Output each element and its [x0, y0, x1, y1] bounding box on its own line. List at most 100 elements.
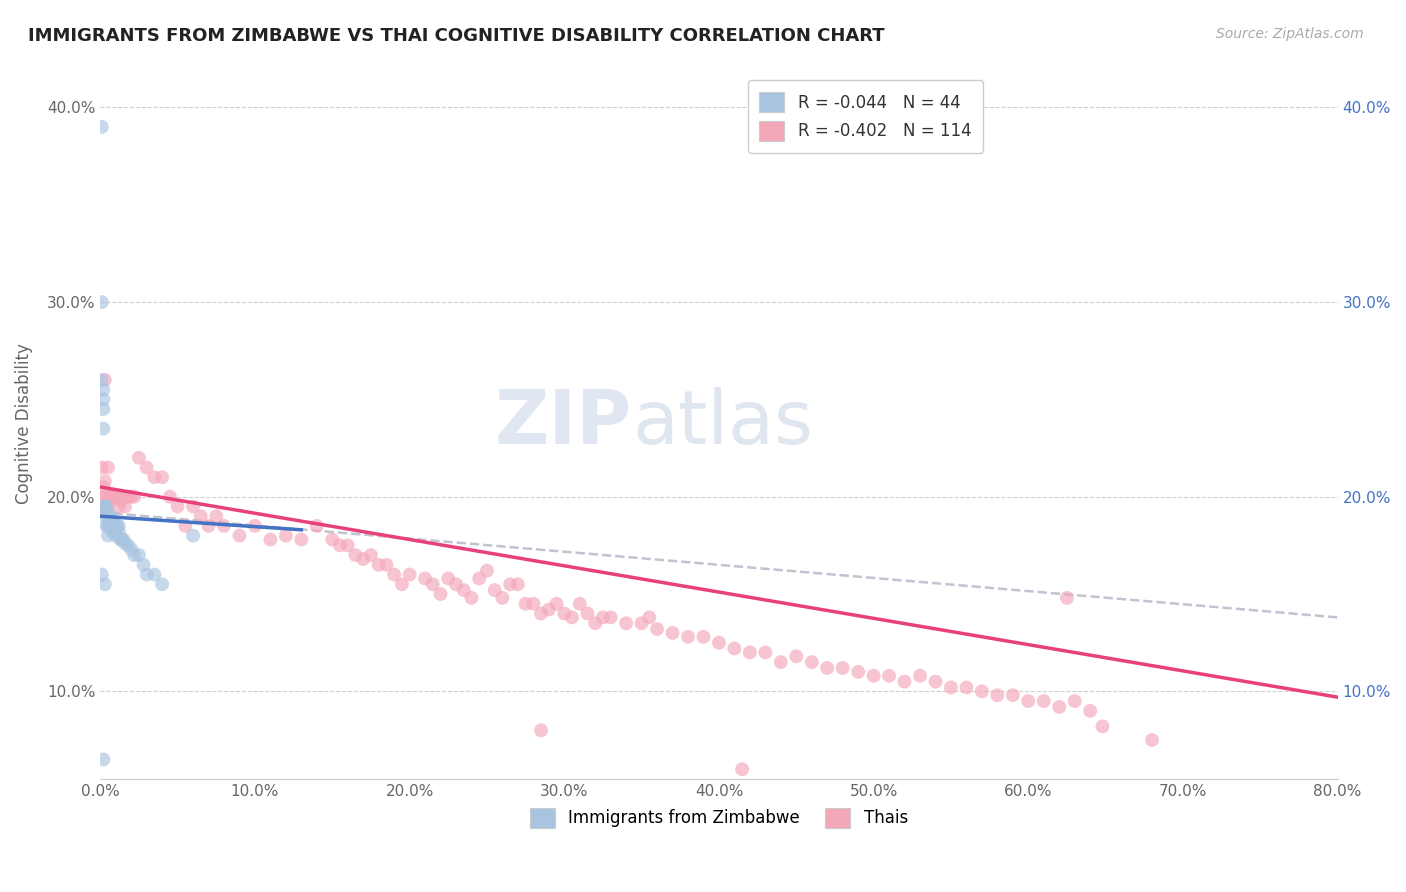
Point [259, 533, 281, 547]
Point [97, 500, 120, 514]
Point [94, 509, 117, 524]
Point [181, 500, 204, 514]
Point [159, 490, 181, 504]
Point [1032, 694, 1054, 708]
Point [429, 587, 451, 601]
Point [93, 392, 115, 407]
Point [599, 610, 621, 624]
Point [344, 548, 367, 562]
Point [243, 519, 266, 533]
Point [583, 616, 606, 631]
Point [453, 583, 475, 598]
Point [908, 669, 931, 683]
Point [100, 509, 122, 524]
Point [112, 533, 135, 547]
Point [398, 567, 420, 582]
Point [100, 490, 122, 504]
Point [205, 509, 228, 524]
Point [1047, 699, 1070, 714]
Point [90, 295, 112, 310]
Point [553, 607, 575, 621]
Legend: Immigrants from Zimbabwe, Thais: Immigrants from Zimbabwe, Thais [523, 801, 914, 835]
Point [738, 645, 761, 659]
Point [96, 490, 118, 504]
Point [90, 120, 112, 134]
Point [754, 645, 776, 659]
Point [707, 635, 730, 649]
Point [104, 528, 127, 542]
Point [1078, 704, 1101, 718]
Point [93, 752, 115, 766]
Point [124, 548, 146, 562]
Point [769, 655, 792, 669]
Point [1140, 733, 1163, 747]
Point [522, 597, 544, 611]
Point [103, 490, 125, 504]
Point [128, 450, 150, 465]
Point [336, 538, 359, 552]
Point [228, 528, 250, 542]
Point [530, 723, 553, 738]
Point [101, 524, 124, 539]
Point [568, 597, 591, 611]
Point [117, 538, 139, 552]
Point [112, 490, 135, 504]
Point [114, 500, 136, 514]
Point [100, 519, 122, 533]
Point [93, 383, 115, 397]
Point [877, 669, 900, 683]
Point [101, 519, 124, 533]
Point [114, 536, 136, 550]
Point [515, 597, 537, 611]
Point [143, 567, 166, 582]
Point [360, 548, 382, 562]
Point [422, 577, 444, 591]
Point [97, 509, 120, 524]
Point [93, 402, 115, 417]
Point [98, 490, 121, 504]
Point [111, 533, 134, 547]
Point [94, 500, 117, 514]
Point [97, 519, 120, 533]
Point [98, 519, 121, 533]
Point [120, 542, 142, 557]
Text: atlas: atlas [633, 387, 813, 460]
Point [104, 490, 127, 504]
Point [117, 490, 139, 504]
Point [367, 558, 389, 572]
Point [460, 591, 482, 605]
Point [638, 610, 661, 624]
Point [143, 470, 166, 484]
Point [484, 583, 506, 598]
Point [98, 509, 121, 524]
Point [800, 655, 823, 669]
Point [174, 519, 197, 533]
Point [166, 500, 188, 514]
Point [290, 533, 312, 547]
Point [475, 564, 498, 578]
Point [546, 597, 568, 611]
Point [413, 571, 436, 585]
Point [274, 528, 297, 542]
Point [1091, 719, 1114, 733]
Point [986, 688, 1008, 702]
Point [444, 577, 467, 591]
Point [93, 500, 115, 514]
Point [676, 630, 699, 644]
Point [94, 505, 117, 519]
Point [382, 567, 405, 582]
Point [530, 607, 553, 621]
Point [101, 490, 124, 504]
Point [506, 577, 529, 591]
Point [108, 519, 131, 533]
Text: IMMIGRANTS FROM ZIMBABWE VS THAI COGNITIVE DISABILITY CORRELATION CHART: IMMIGRANTS FROM ZIMBABWE VS THAI COGNITI… [28, 27, 884, 45]
Point [135, 460, 157, 475]
Point [630, 616, 652, 631]
Point [132, 558, 155, 572]
Y-axis label: Cognitive Disability: Cognitive Disability [15, 343, 32, 504]
Point [90, 490, 112, 504]
Point [105, 519, 128, 533]
Point [491, 591, 513, 605]
Point [135, 567, 157, 582]
Point [93, 480, 115, 494]
